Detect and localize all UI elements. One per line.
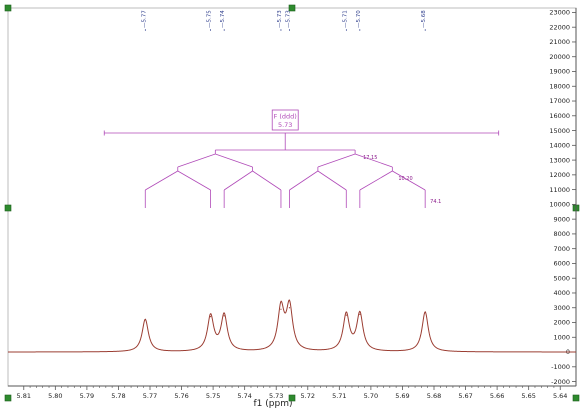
coupling-label: 17.15 xyxy=(363,155,377,161)
x-tick-label: 5.69 xyxy=(395,392,409,400)
y-tick-label: 13000 xyxy=(549,156,570,164)
multiplet-tree-line xyxy=(317,153,356,168)
peak-label: —5.71 xyxy=(342,10,348,28)
x-tick-label: 5.64 xyxy=(553,392,567,400)
y-tick-label: 1000 xyxy=(553,333,570,341)
x-tick-label: 5.73 xyxy=(269,392,283,400)
peak-label: —5.74 xyxy=(220,10,226,28)
spectrum-peak-point xyxy=(223,315,225,317)
spectrum-peak-point xyxy=(424,311,426,313)
multiplet-tree-line xyxy=(177,153,216,168)
multiplet-label: F (ddd) xyxy=(274,113,297,121)
y-tick-label: 4000 xyxy=(553,289,570,297)
spectrum-peak-point xyxy=(280,308,282,310)
y-tick-label: 7000 xyxy=(553,245,570,253)
peak-label: —5.73 xyxy=(285,10,291,28)
x-tick-label: 5.72 xyxy=(301,392,315,400)
resize-handle-top-center[interactable] xyxy=(288,4,296,12)
multiplet-label-box[interactable] xyxy=(271,109,299,131)
y-tick-label: 6000 xyxy=(553,260,570,268)
y-tick-label: 22000 xyxy=(549,23,570,31)
y-tick-label: -1000 xyxy=(551,363,570,371)
resize-handle-bottom-left[interactable] xyxy=(4,394,12,402)
y-tick-label: 20000 xyxy=(549,53,570,61)
multiplet-tree-line xyxy=(252,170,282,191)
peak-label: —5.77 xyxy=(141,10,147,28)
x-tick-label: 5.71 xyxy=(332,392,346,400)
resize-handle-bottom-center[interactable] xyxy=(288,394,296,402)
y-tick-label: 21000 xyxy=(549,38,570,46)
multiplet-tree-line xyxy=(145,170,178,191)
y-tick-label: 15000 xyxy=(549,127,570,135)
spectrum-peak-point xyxy=(345,314,347,316)
x-tick-label: 5.68 xyxy=(427,392,441,400)
y-tick-label: 16000 xyxy=(549,112,570,120)
multiplet-tree-line xyxy=(354,153,393,168)
y-tick-label: 9000 xyxy=(553,215,570,223)
y-tick-label: -2000 xyxy=(551,378,570,386)
resize-handle-left[interactable] xyxy=(4,204,12,212)
y-tick-label: 3000 xyxy=(553,304,570,312)
x-tick-label: 5.77 xyxy=(143,392,157,400)
peak-label: —5.70 xyxy=(356,10,362,28)
axes-group: 5.81 5.80 5.79 5.78 5.77 5.76 5.75 5.74 5.73 5.72… xyxy=(8,8,577,400)
peak-labels-group: —5.77 —5.75 —5.74 —5.73 —5.73 —5.71 —5.70 —5.68 xyxy=(141,10,427,31)
multiplet-tree-line xyxy=(359,170,393,191)
resize-handle-bottom-right[interactable] xyxy=(572,394,580,402)
y-tick-label: 18000 xyxy=(549,82,570,90)
peak-label: —5.73 xyxy=(277,10,283,28)
y-tick-label: 5000 xyxy=(553,274,570,282)
multiplet-tree-line xyxy=(223,170,253,191)
multiplet-tree-line xyxy=(317,170,347,191)
y-tick-label: 10000 xyxy=(549,201,570,209)
x-tick-label: 5.76 xyxy=(174,392,188,400)
y-tick-label: 11000 xyxy=(549,186,570,194)
plot-frame xyxy=(7,7,577,387)
multiplet-tree-line xyxy=(177,170,211,191)
x-tick-label: 5.65 xyxy=(521,392,535,400)
spectrum-peak-point xyxy=(288,307,291,309)
coupling-label: 10.20 xyxy=(398,176,412,182)
spectrum-peak-point xyxy=(359,313,361,315)
y-tick-label: 14000 xyxy=(549,142,570,150)
x-tick-label: 5.66 xyxy=(490,392,504,400)
y-tick-label: 17000 xyxy=(549,97,570,105)
peak-label: —5.75 xyxy=(207,10,213,28)
x-tick-label: 5.74 xyxy=(237,392,251,400)
spectrum-group xyxy=(8,299,576,353)
peak-label: —5.68 xyxy=(421,10,427,28)
resize-handle-top-left[interactable] xyxy=(4,4,12,12)
multiplet-annotation[interactable]: F (ddd)5.73 17.15 10.20 74.1 xyxy=(103,109,500,208)
y-tick-label: 12000 xyxy=(549,171,570,179)
x-tick-label: 5.79 xyxy=(80,392,94,400)
x-tick-label: 5.78 xyxy=(111,392,125,400)
x-tick-label: 5.81 xyxy=(17,392,31,400)
multiplet-tree-line xyxy=(289,170,319,191)
x-tick-label: 5.75 xyxy=(206,392,220,400)
spectrum-line xyxy=(8,299,576,353)
x-tick-label: 5.67 xyxy=(458,392,472,400)
y-tick-label: 8000 xyxy=(553,230,570,238)
multiplet-shift: 5.73 xyxy=(278,121,292,129)
spectrum-peak-point xyxy=(144,318,146,321)
spectrum-peak-point xyxy=(209,316,212,318)
y-tick-label: 23000 xyxy=(549,9,570,17)
coupling-label: 74.1 xyxy=(430,199,441,205)
y-tick-label: 19000 xyxy=(549,68,570,76)
x-tick-label: 5.80 xyxy=(48,392,62,400)
y-tick-label: 2000 xyxy=(553,319,570,327)
x-axis-label: f1 (ppm) xyxy=(254,399,293,409)
multiplet-tree-line xyxy=(215,153,253,168)
x-tick-label: 5.70 xyxy=(364,392,378,400)
multiplet-tree-line xyxy=(392,170,426,191)
